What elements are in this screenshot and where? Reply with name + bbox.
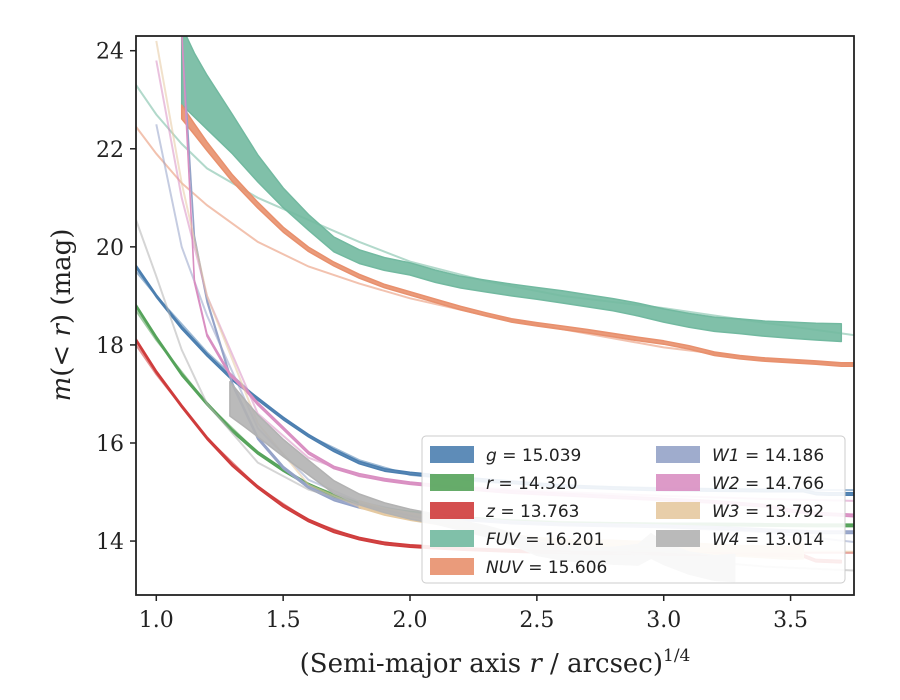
legend-label-w4: W4 = 13.014 [712, 530, 824, 550]
x-tick-label: 2.5 [519, 608, 554, 633]
legend-label-w2: W2 = 14.766 [712, 474, 824, 494]
legend-label-z: z = 13.763 [485, 502, 579, 522]
legend-swatch-g [430, 446, 474, 463]
legend-swatch-w1 [656, 446, 700, 463]
y-tick-label: 22 [96, 138, 124, 163]
legend-swatch-w2 [656, 474, 700, 491]
legend-label-r: r = 14.320 [486, 474, 578, 494]
legend-swatch-z [430, 502, 474, 519]
legend-box [421, 435, 846, 584]
y-tick-label: 20 [96, 236, 124, 261]
legend-swatch-w4 [656, 530, 700, 547]
x-tick-label: 3.0 [646, 608, 681, 633]
x-tick-label: 3.5 [773, 608, 808, 633]
legend-label-w1: W1 = 14.186 [712, 446, 824, 466]
observed-band-w2 [181, 36, 854, 518]
observed-band-nuv [180, 104, 854, 368]
axis-layer: 1.0 1.5 2.0 2.5 3.0 3.5 14 16 18 20 22 24 [96, 40, 808, 633]
model-curve-fuv [136, 84, 854, 337]
x-tick-label: 1.5 [266, 608, 301, 633]
legend-label-nuv: NUV = 15.606 [486, 558, 607, 578]
y-tick-label: 16 [96, 432, 124, 457]
legend-swatch-fuv [430, 530, 474, 547]
observed-band-w1 [181, 36, 854, 535]
legend-swatch-w3 [656, 502, 700, 519]
observed-band-fuv [180, 36, 843, 343]
x-tick-label: 1.0 [139, 608, 174, 633]
y-tick-label: 24 [96, 40, 124, 65]
plot-frame [135, 35, 855, 596]
y-tick-label: 14 [96, 530, 124, 555]
observed-band-g [136, 264, 854, 496]
legend-swatch-r [430, 474, 474, 491]
x-tick-label: 2.0 [393, 608, 428, 633]
y-tick-label: 18 [96, 334, 124, 359]
x-axis-label: (Semi-major axis r / arcsec)1/4 [300, 646, 691, 679]
legend: g = 15.039 r = 14.320 z = 13.763 FUV = 16.2… [421, 435, 846, 584]
legend-label-fuv: FUV = 16.201 [486, 530, 604, 550]
legend-swatch-nuv [430, 558, 474, 575]
legend-label-w3: W3 = 13.792 [712, 502, 824, 522]
y-axis-label: m(< r) (mag) [47, 229, 77, 402]
legend-label-g: g = 15.039 [486, 446, 581, 466]
